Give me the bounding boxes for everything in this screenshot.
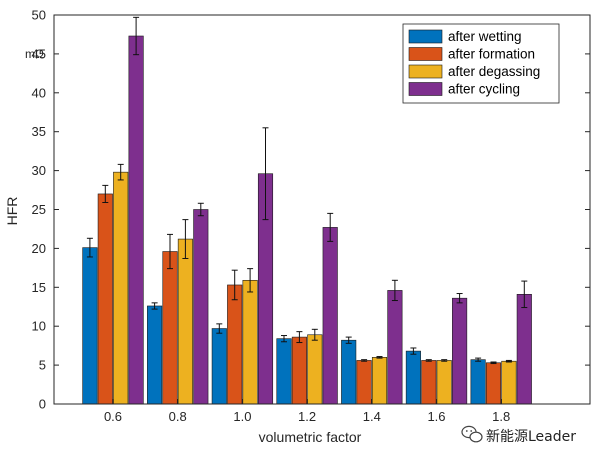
legend-swatch-after-formation [408, 47, 443, 61]
legend-label-after-cycling: after cycling [448, 82, 520, 97]
bar-after-wetting-1.8 [470, 359, 486, 405]
x-tick-label-0.8: 0.8 [169, 409, 187, 424]
y-unit-label: mΩ [25, 47, 44, 61]
y-tick-label-40: 40 [32, 85, 46, 100]
error-bar-after-wetting-1.6 [410, 347, 417, 355]
error-bar-after-formation-0.6 [102, 184, 109, 203]
y-tick-label-25: 25 [32, 202, 46, 217]
bar-after-cycling-0.6 [128, 35, 144, 405]
bar-after-degassing-1.6 [436, 360, 452, 405]
legend-swatch-after-degassing [408, 64, 443, 79]
bar-after-cycling-1.6 [452, 297, 468, 405]
bar-after-wetting-1.4 [341, 339, 357, 405]
bar-after-degassing-1.4 [371, 357, 388, 405]
bars-layer [82, 35, 532, 405]
x-tick-label-1.4: 1.4 [363, 409, 381, 424]
y-tick-label-45: 45 [32, 46, 46, 61]
bar-after-degassing-0.8 [177, 238, 193, 405]
legend: after wetting after formation after degass… [402, 23, 560, 104]
error-bar-after-formation-1.6 [425, 359, 432, 362]
y-tick-label-20: 20 [32, 241, 46, 256]
bar-after-formation-0.8 [162, 251, 178, 405]
error-bar-after-cycling-1.0 [262, 127, 269, 221]
bar-after-formation-1.4 [356, 360, 372, 405]
error-bar-after-formation-1.4 [361, 359, 368, 362]
error-bar-after-cycling-1.6 [456, 293, 463, 304]
bar-after-formation-1.6 [421, 360, 437, 405]
error-bar-after-cycling-0.8 [197, 202, 204, 217]
bar-after-wetting-1.2 [276, 338, 292, 405]
error-bar-after-formation-0.8 [167, 233, 173, 270]
error-bar-after-degassing-0.8 [182, 219, 189, 260]
bar-after-cycling-1.8 [516, 294, 532, 405]
error-bar-after-degassing-1.6 [441, 359, 448, 362]
x-tick-label-1.2: 1.2 [298, 409, 316, 424]
legend-label-after-wetting: after wetting [448, 29, 522, 44]
bar-after-formation-0.6 [97, 193, 113, 405]
x-tick-label-0.6: 0.6 [104, 409, 122, 424]
legend-swatch-after-cycling [408, 82, 443, 96]
error-bar-after-wetting-0.8 [151, 302, 158, 310]
wechat-icon [461, 425, 483, 443]
y-tick-label-35: 35 [32, 124, 46, 139]
error-bar-after-cycling-1.8 [521, 280, 528, 309]
error-bar-after-formation-1.2 [296, 331, 303, 344]
legend-swatch-after-wetting [408, 29, 443, 44]
y-tick-label-15: 15 [32, 280, 46, 295]
bar-after-degassing-1.0 [242, 279, 258, 405]
y-tick-label-50: 50 [32, 8, 46, 23]
bar-after-formation-1.2 [291, 336, 307, 405]
error-bar-after-cycling-1.2 [327, 212, 334, 242]
x-tick-label-1.8: 1.8 [492, 409, 510, 424]
error-bar-after-degassing-1.2 [311, 328, 318, 341]
bar-after-wetting-0.6 [82, 247, 98, 405]
bar-after-degassing-0.6 [113, 171, 129, 405]
y-axis-label: HFR [4, 197, 20, 226]
error-bar-after-wetting-0.6 [86, 237, 93, 258]
x-tick-label-1.0: 1.0 [233, 409, 251, 424]
bar-after-cycling-0.8 [193, 209, 209, 405]
y-tick-label-0: 0 [39, 397, 46, 412]
bar-after-wetting-0.8 [147, 305, 163, 405]
bar-after-degassing-1.2 [307, 334, 323, 405]
tick-labels-layer: 0.6 0.8 1.0 1.2 1.4 1.6 1.8 0 5 10 15 20 25 30 35 40 45 5… [32, 8, 511, 425]
error-bar-after-degassing-1.0 [247, 268, 254, 293]
watermark: 新能源Leader [461, 425, 576, 445]
error-bar-after-degassing-1.4 [376, 356, 383, 359]
y-tick-label-10: 10 [32, 319, 46, 334]
bar-after-cycling-1.4 [387, 290, 403, 405]
bar-after-wetting-1.0 [211, 328, 227, 405]
bar-after-formation-1.0 [227, 284, 243, 405]
x-axis-label: volumetric factor [259, 429, 362, 445]
error-bar-after-degassing-1.8 [505, 359, 512, 363]
x-tick-label-1.6: 1.6 [427, 409, 445, 424]
error-bar-after-formation-1.8 [490, 361, 497, 365]
error-bar-after-wetting-1.0 [216, 323, 223, 334]
error-bar-after-wetting-1.2 [281, 335, 287, 343]
error-bar-after-wetting-1.8 [475, 357, 482, 362]
bar-after-wetting-1.6 [405, 350, 421, 405]
error-bar-after-cycling-1.4 [391, 279, 398, 302]
legend-label-after-degassing: after degassing [448, 64, 540, 79]
y-tick-label-5: 5 [39, 358, 46, 373]
bar-after-formation-1.8 [485, 362, 502, 405]
legend-label-after-formation: after formation [448, 47, 535, 62]
ticks-layer [54, 14, 590, 405]
bar-after-cycling-1.2 [322, 227, 338, 405]
error-bar-after-formation-1.0 [231, 269, 238, 301]
error-bar-after-degassing-0.6 [117, 163, 124, 181]
watermark-text: 新能源Leader [486, 429, 576, 445]
bar-after-degassing-1.8 [501, 360, 517, 405]
error-bar-after-cycling-0.6 [133, 16, 140, 56]
error-bar-after-wetting-1.4 [345, 336, 352, 344]
error-bars-layer [86, 16, 528, 365]
y-tick-label-30: 30 [32, 163, 46, 178]
